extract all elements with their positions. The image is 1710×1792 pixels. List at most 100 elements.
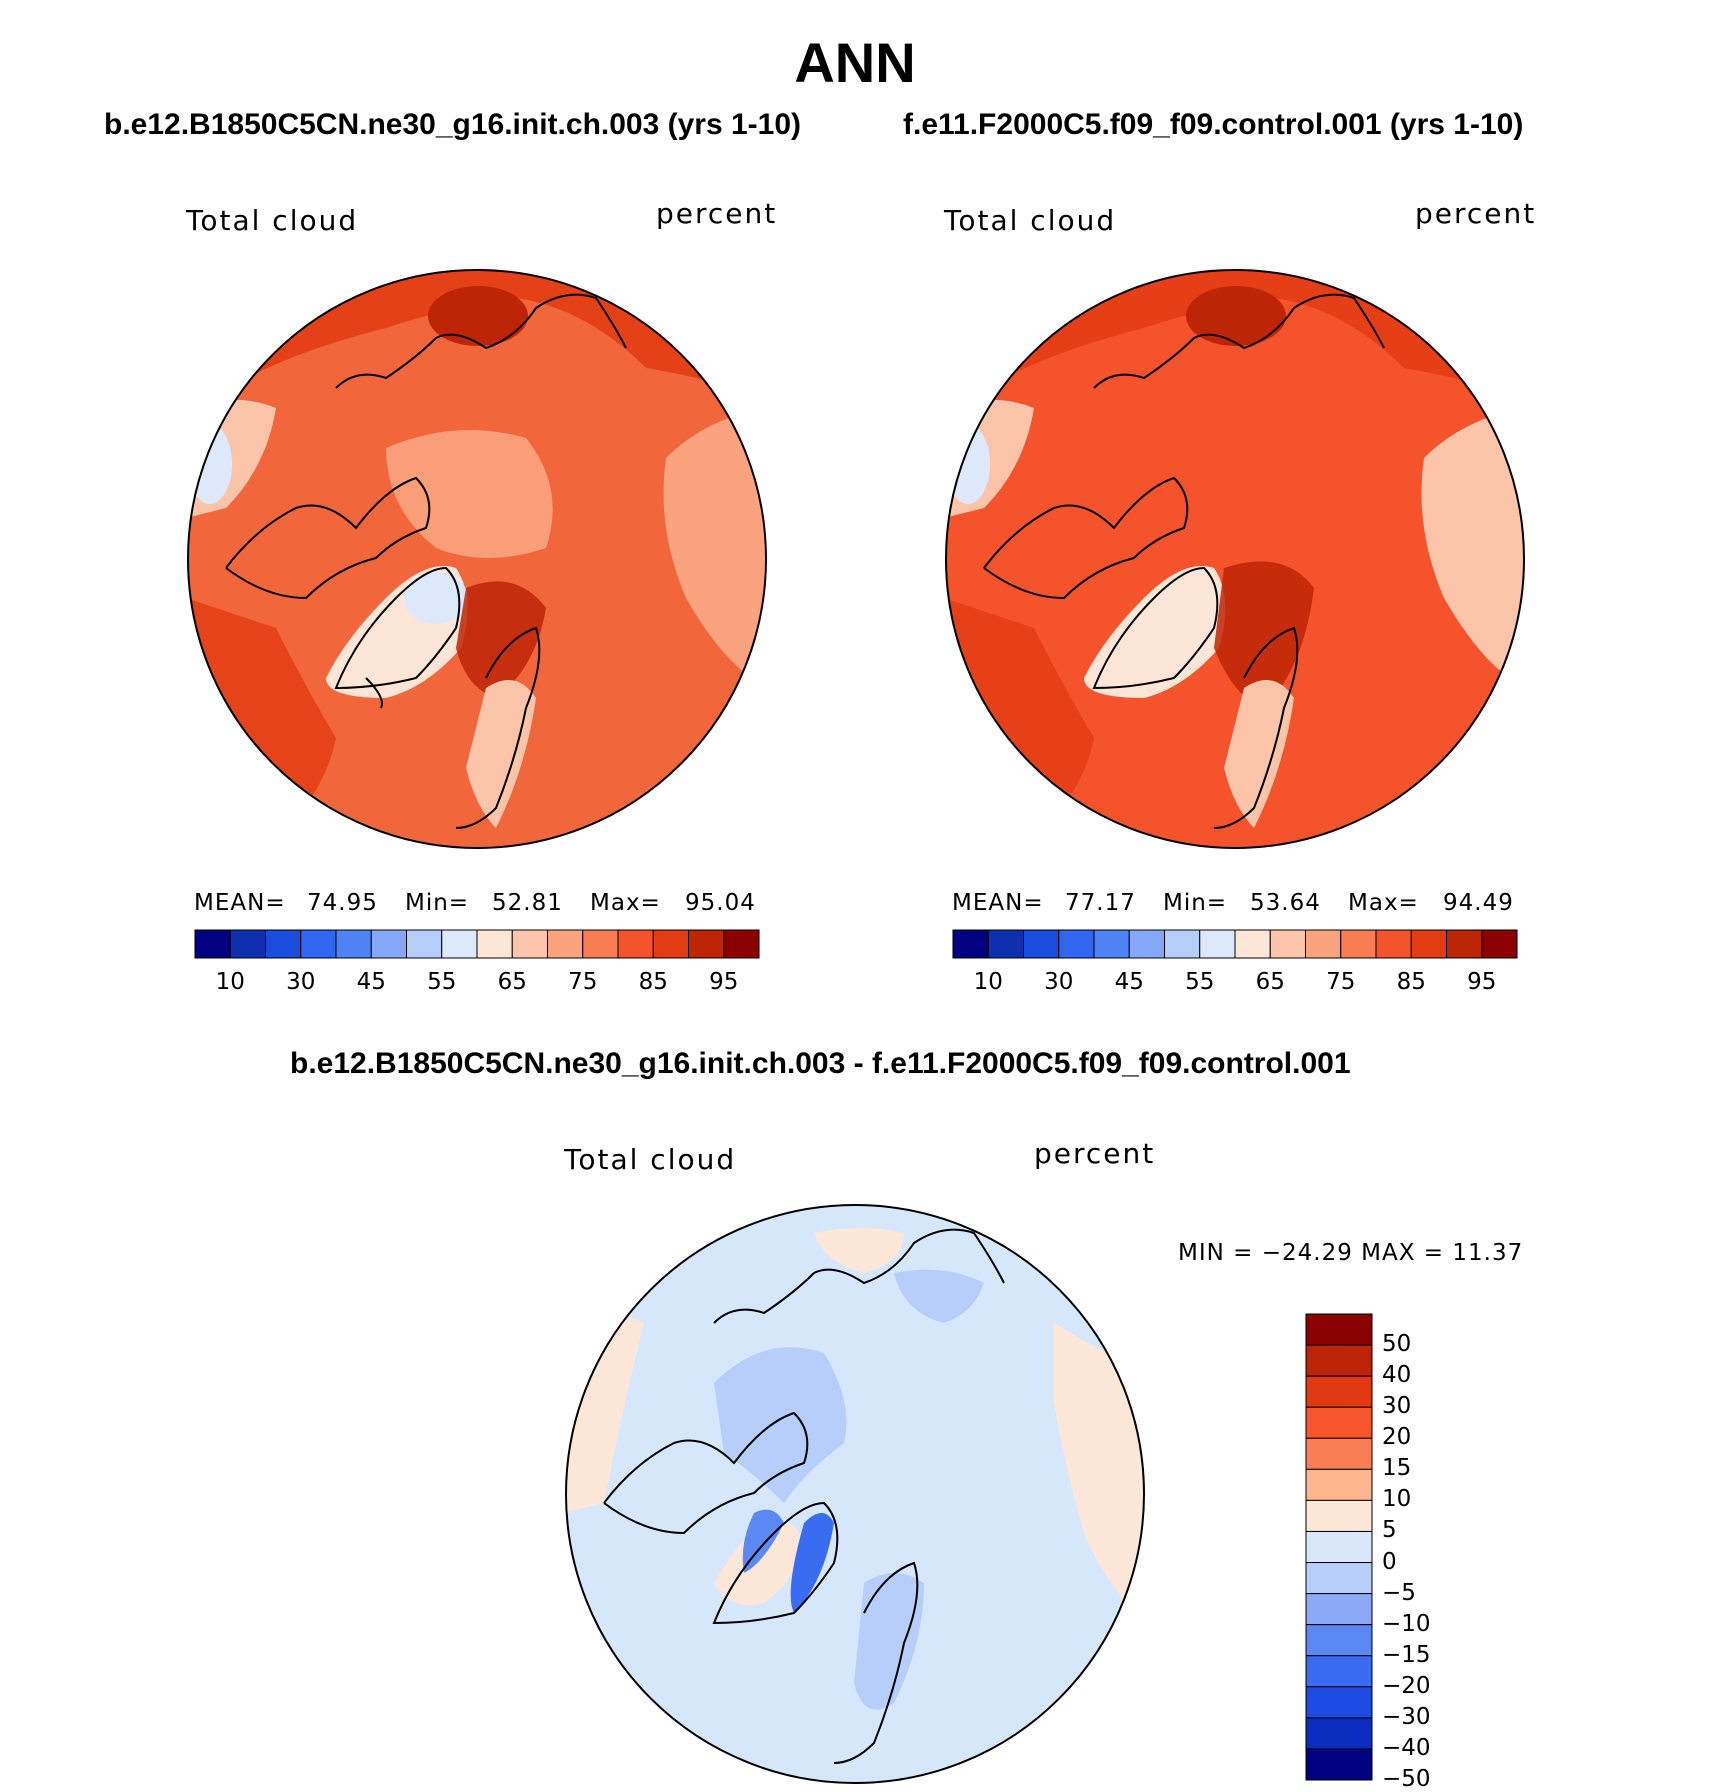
diff-colorbar-swatch: [1305, 1624, 1373, 1657]
diff-map-coast-greenland: [712, 1501, 839, 1625]
diff-colorbar-swatch: [1305, 1375, 1373, 1408]
diff-colorbar-swatch: [1305, 1748, 1373, 1781]
diff-colorbar-swatch: [1305, 1717, 1373, 1750]
diff-colorbar-tick-label: −50: [1382, 1766, 1431, 1792]
colorbar-swatch: [1023, 929, 1060, 959]
right-map-field-east: [1421, 408, 1524, 688]
left-map-coast-scandinavia: [455, 626, 541, 829]
colorbar-tick-label: 55: [1185, 969, 1215, 995]
right-colorbar-ticks: 10 30 45 55 65 75 85 95: [953, 969, 1517, 999]
left-max-label: Max=: [590, 890, 661, 916]
colorbar-swatch: [582, 929, 619, 959]
left-map-coast-canada: [225, 476, 431, 600]
colorbar-swatch: [1093, 929, 1130, 959]
colorbar-tick-label: 85: [638, 969, 668, 995]
colorbar-swatch: [1128, 929, 1165, 959]
diff-colorbar-tick-label: 30: [1382, 1393, 1412, 1420]
colorbar-swatch: [1058, 929, 1095, 959]
colorbar-tick-label: 30: [1044, 969, 1074, 995]
colorbar-tick-label: 65: [1255, 969, 1285, 995]
left-map-coast-greenland: [334, 566, 461, 690]
colorbar-tick-label: 85: [1396, 969, 1426, 995]
colorbar-tick-label: 65: [497, 969, 527, 995]
colorbar-tick-label: 45: [1114, 969, 1144, 995]
left-polar-map: [187, 269, 767, 849]
diff-colorbar-tick-label: 50: [1382, 1331, 1412, 1358]
left-map-greenland-low: [404, 572, 468, 624]
diff-colorbar-tick-label: −20: [1382, 1672, 1431, 1699]
left-colorbar-ticks: 10 30 45 55 65 75 85 95: [195, 969, 759, 999]
colorbar-tick-label: 10: [215, 969, 245, 995]
colorbar-tick-label: 10: [973, 969, 1003, 995]
colorbar-swatch: [511, 929, 548, 959]
colorbar-swatch: [652, 929, 689, 959]
right-min-label: Min=: [1163, 890, 1228, 916]
colorbar-swatch: [1305, 929, 1342, 959]
left-map-coast-eurasia: [335, 293, 627, 389]
diff-colorbar-swatch: [1305, 1499, 1373, 1532]
right-map-greenland: [1084, 566, 1226, 698]
diff-map-coast-eurasia: [713, 1228, 1005, 1324]
diff-map-field-north: [814, 1228, 904, 1273]
diff-colorbar-tick-label: −15: [1382, 1641, 1431, 1668]
colorbar-swatch: [688, 929, 725, 959]
colorbar-swatch: [1234, 929, 1271, 959]
diff-colorbar-tick-label: −40: [1382, 1734, 1431, 1761]
right-min-value: 53.64: [1250, 890, 1321, 916]
colorbar-swatch: [952, 929, 989, 959]
colorbar-swatch: [723, 929, 760, 959]
colorbar-swatch: [194, 929, 231, 959]
diff-colorbar-swatch: [1305, 1686, 1373, 1719]
diff-map-boundary: [565, 1204, 1145, 1784]
colorbar-swatch: [1199, 929, 1236, 959]
right-mean-value: 77.17: [1065, 890, 1136, 916]
right-map-coast-eurasia: [1093, 293, 1385, 389]
colorbar-tick-label: 30: [286, 969, 316, 995]
diff-colorbar-swatch: [1305, 1406, 1373, 1439]
diff-map-field-scandinavia: [854, 1573, 924, 1710]
diff-colorbar-swatch: [1305, 1562, 1373, 1595]
left-max-value: 95.04: [685, 890, 756, 916]
plot-title: ANN: [794, 31, 916, 94]
left-map-scandinavia: [466, 680, 536, 828]
diff-variable-label: Total cloud: [564, 1143, 737, 1176]
diff-colorbar: [1305, 1313, 1373, 1781]
colorbar-swatch: [1269, 929, 1306, 959]
right-map-coast-canada: [983, 476, 1189, 600]
right-map-field-atlantic: [1214, 561, 1314, 708]
diff-map-field-siberia: [894, 1269, 984, 1323]
colorbar-swatch: [1446, 929, 1483, 959]
right-units-label: percent: [1415, 197, 1537, 230]
diff-colorbar-swatch: [1305, 1437, 1373, 1470]
colorbar-swatch: [406, 929, 443, 959]
colorbar-swatch: [370, 929, 407, 959]
left-map-boundary: [187, 269, 767, 849]
colorbar-swatch: [617, 929, 654, 959]
diff-colorbar-swatch: [1305, 1655, 1373, 1688]
diff-colorbar-ticks: 50 40 30 20 15 10 5 0 −5 −10 −15 −20 −30 −40 −50: [1382, 1314, 1462, 1792]
colorbar-swatch: [441, 929, 478, 959]
left-colorbar: [194, 929, 760, 959]
diff-map-coast-scandinavia: [833, 1561, 919, 1764]
left-map-coast-iceland: [365, 677, 383, 709]
diff-colorbar-swatch: [1305, 1468, 1373, 1501]
right-map-coast-greenland: [1092, 566, 1219, 690]
right-colorbar: [952, 929, 1518, 959]
diff-polar-map: [565, 1204, 1145, 1784]
diff-colorbar-tick-label: −10: [1382, 1610, 1431, 1637]
diff-map-field-min: [790, 1513, 834, 1613]
diff-colorbar-tick-label: 5: [1382, 1517, 1397, 1544]
diff-colorbar-tick-label: 15: [1382, 1455, 1412, 1482]
right-case-title: f.e11.F2000C5.f09_f09.control.001 (yrs 1…: [903, 108, 1524, 141]
right-max-label: Max=: [1348, 890, 1419, 916]
colorbar-tick-label: 45: [356, 969, 386, 995]
colorbar-tick-label: 95: [709, 969, 739, 995]
diff-colorbar-swatch: [1305, 1313, 1373, 1346]
diff-colorbar-tick-label: −5: [1382, 1579, 1416, 1606]
right-map-scandinavia: [1224, 680, 1294, 828]
colorbar-swatch: [265, 929, 302, 959]
left-mean-label: MEAN=: [194, 890, 286, 916]
colorbar-swatch: [1164, 929, 1201, 959]
colorbar-swatch: [1340, 929, 1377, 959]
colorbar-tick-label: 75: [1326, 969, 1356, 995]
